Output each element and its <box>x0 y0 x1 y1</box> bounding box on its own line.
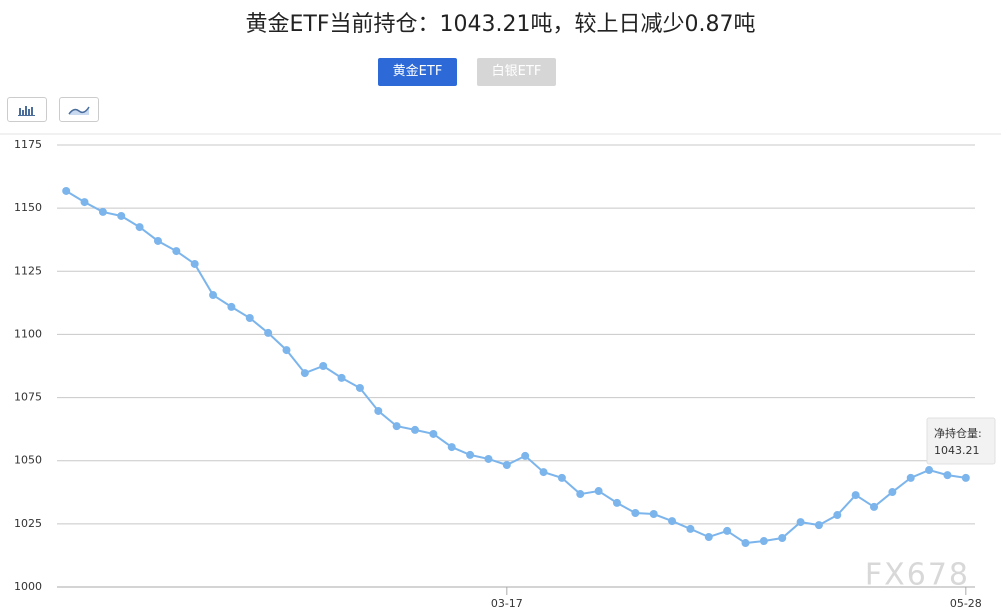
data-point <box>759 537 768 546</box>
data-line <box>65 190 966 545</box>
y-tick-label: 1000 <box>14 580 42 593</box>
data-point <box>337 373 346 382</box>
line-icon <box>68 106 90 115</box>
data-point <box>649 510 658 519</box>
data-point <box>796 518 805 527</box>
y-tick-label: 1050 <box>14 454 42 467</box>
data-point <box>741 539 750 548</box>
data-point <box>98 207 107 216</box>
data-point <box>172 247 181 256</box>
y-tick-label: 1075 <box>14 391 42 404</box>
data-point <box>282 346 291 355</box>
x-tick-label: 05-28 <box>950 597 982 610</box>
data-point <box>429 429 438 438</box>
data-point <box>80 198 89 207</box>
data-point <box>300 369 309 378</box>
data-point <box>539 468 548 477</box>
data-point <box>943 471 952 480</box>
data-point <box>612 498 621 507</box>
data-point <box>961 473 970 482</box>
data-point <box>466 450 475 459</box>
data-point <box>668 517 677 526</box>
data-point <box>631 508 640 517</box>
data-point <box>723 526 732 535</box>
y-tick-label: 1025 <box>14 517 42 530</box>
data-point <box>925 466 934 475</box>
tab-silver[interactable]: 白银ETF <box>477 58 556 86</box>
tooltip-label: 净持仓量: <box>934 426 982 440</box>
data-point <box>484 454 493 463</box>
data-point <box>319 362 328 370</box>
data-point <box>153 236 162 245</box>
data-point <box>576 490 585 499</box>
data-point <box>117 211 126 220</box>
data-point <box>392 422 401 431</box>
bar-chart-toggle[interactable] <box>7 97 47 122</box>
tooltip-value: 1043.21 <box>934 444 980 457</box>
data-point <box>411 425 420 434</box>
data-point <box>135 223 144 232</box>
bar-icon <box>18 106 35 116</box>
line-chart-toggle[interactable] <box>59 97 99 122</box>
data-point <box>62 186 71 195</box>
data-point <box>870 502 879 511</box>
data-point <box>209 291 218 300</box>
data-point <box>374 406 383 415</box>
data-point <box>833 511 842 520</box>
data-point <box>704 532 713 541</box>
data-point <box>521 451 530 460</box>
data-point <box>778 534 787 543</box>
data-point <box>190 259 199 268</box>
data-point <box>851 491 860 500</box>
y-tick-label: 1150 <box>14 201 42 214</box>
page-title: 黄金ETF当前持仓：1043.21吨，较上日减少0.87吨 <box>245 12 756 37</box>
y-tick-label: 1100 <box>14 327 42 340</box>
data-point <box>227 302 236 311</box>
y-tick-label: 1125 <box>14 264 42 277</box>
data-point <box>502 461 511 470</box>
y-tick-label: 1175 <box>14 138 42 151</box>
data-point <box>888 488 897 497</box>
data-point <box>447 443 456 452</box>
data-point <box>245 314 254 323</box>
data-point <box>264 328 273 337</box>
data-point <box>814 521 823 530</box>
data-point <box>906 473 915 482</box>
tab-gold[interactable]: 黄金ETF <box>378 58 457 86</box>
data-point <box>557 473 566 482</box>
data-point <box>355 383 364 392</box>
tooltip-box <box>926 417 996 465</box>
data-point <box>594 487 603 496</box>
data-point <box>686 524 695 533</box>
tooltip: 净持仓量: 1043.21 <box>926 417 996 465</box>
x-tick-label: 03-17 <box>491 597 523 610</box>
